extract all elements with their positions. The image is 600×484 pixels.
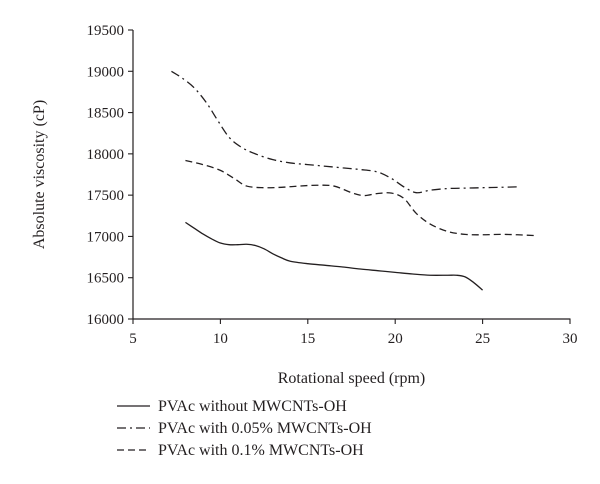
y-tick-label: 17000 bbox=[87, 229, 125, 245]
y-tick-label: 18000 bbox=[87, 147, 125, 163]
x-tick-label: 5 bbox=[129, 331, 137, 347]
y-axis-label: Absolute viscosity (cP) bbox=[31, 100, 48, 249]
series-layer bbox=[171, 70, 536, 291]
y-tick-label: 19500 bbox=[87, 23, 125, 39]
series-line-3 bbox=[185, 159, 536, 237]
y-tick-label: 19000 bbox=[87, 64, 125, 80]
series-line-2 bbox=[171, 70, 518, 194]
y-tick-label: 18500 bbox=[87, 106, 125, 122]
series-line-1 bbox=[185, 221, 484, 291]
x-tick-label: 25 bbox=[475, 331, 490, 347]
y-axis-ticks: 16000 16500 17000 17500 18000 18500 19000 19500 bbox=[87, 23, 133, 328]
x-tick-label: 20 bbox=[388, 331, 403, 347]
legend-label: PVAc with 0.05% MWCNTs-OH bbox=[158, 420, 372, 437]
legend-label: PVAc with 0.1% MWCNTs-OH bbox=[158, 442, 364, 459]
legend-label: PVAc without MWCNTs-OH bbox=[158, 398, 347, 415]
y-tick-label: 16000 bbox=[87, 312, 125, 328]
x-tick-label: 10 bbox=[213, 331, 228, 347]
legend-item: PVAc with 0.05% MWCNTs-OH bbox=[117, 420, 372, 437]
x-axis-ticks: 5 10 15 20 25 30 bbox=[129, 319, 578, 347]
x-tick-label: 30 bbox=[563, 331, 578, 347]
legend-item: PVAc with 0.1% MWCNTs-OH bbox=[117, 442, 364, 459]
axes-layer bbox=[132, 30, 571, 320]
x-tick-label: 15 bbox=[300, 331, 315, 347]
y-tick-label: 17500 bbox=[87, 188, 125, 204]
y-tick-label: 16500 bbox=[87, 271, 125, 287]
legend-item: PVAc without MWCNTs-OH bbox=[117, 398, 347, 415]
legend: PVAc without MWCNTs-OH PVAc with 0.05% M… bbox=[117, 398, 372, 459]
x-axis-label: Rotational speed (rpm) bbox=[278, 370, 426, 387]
